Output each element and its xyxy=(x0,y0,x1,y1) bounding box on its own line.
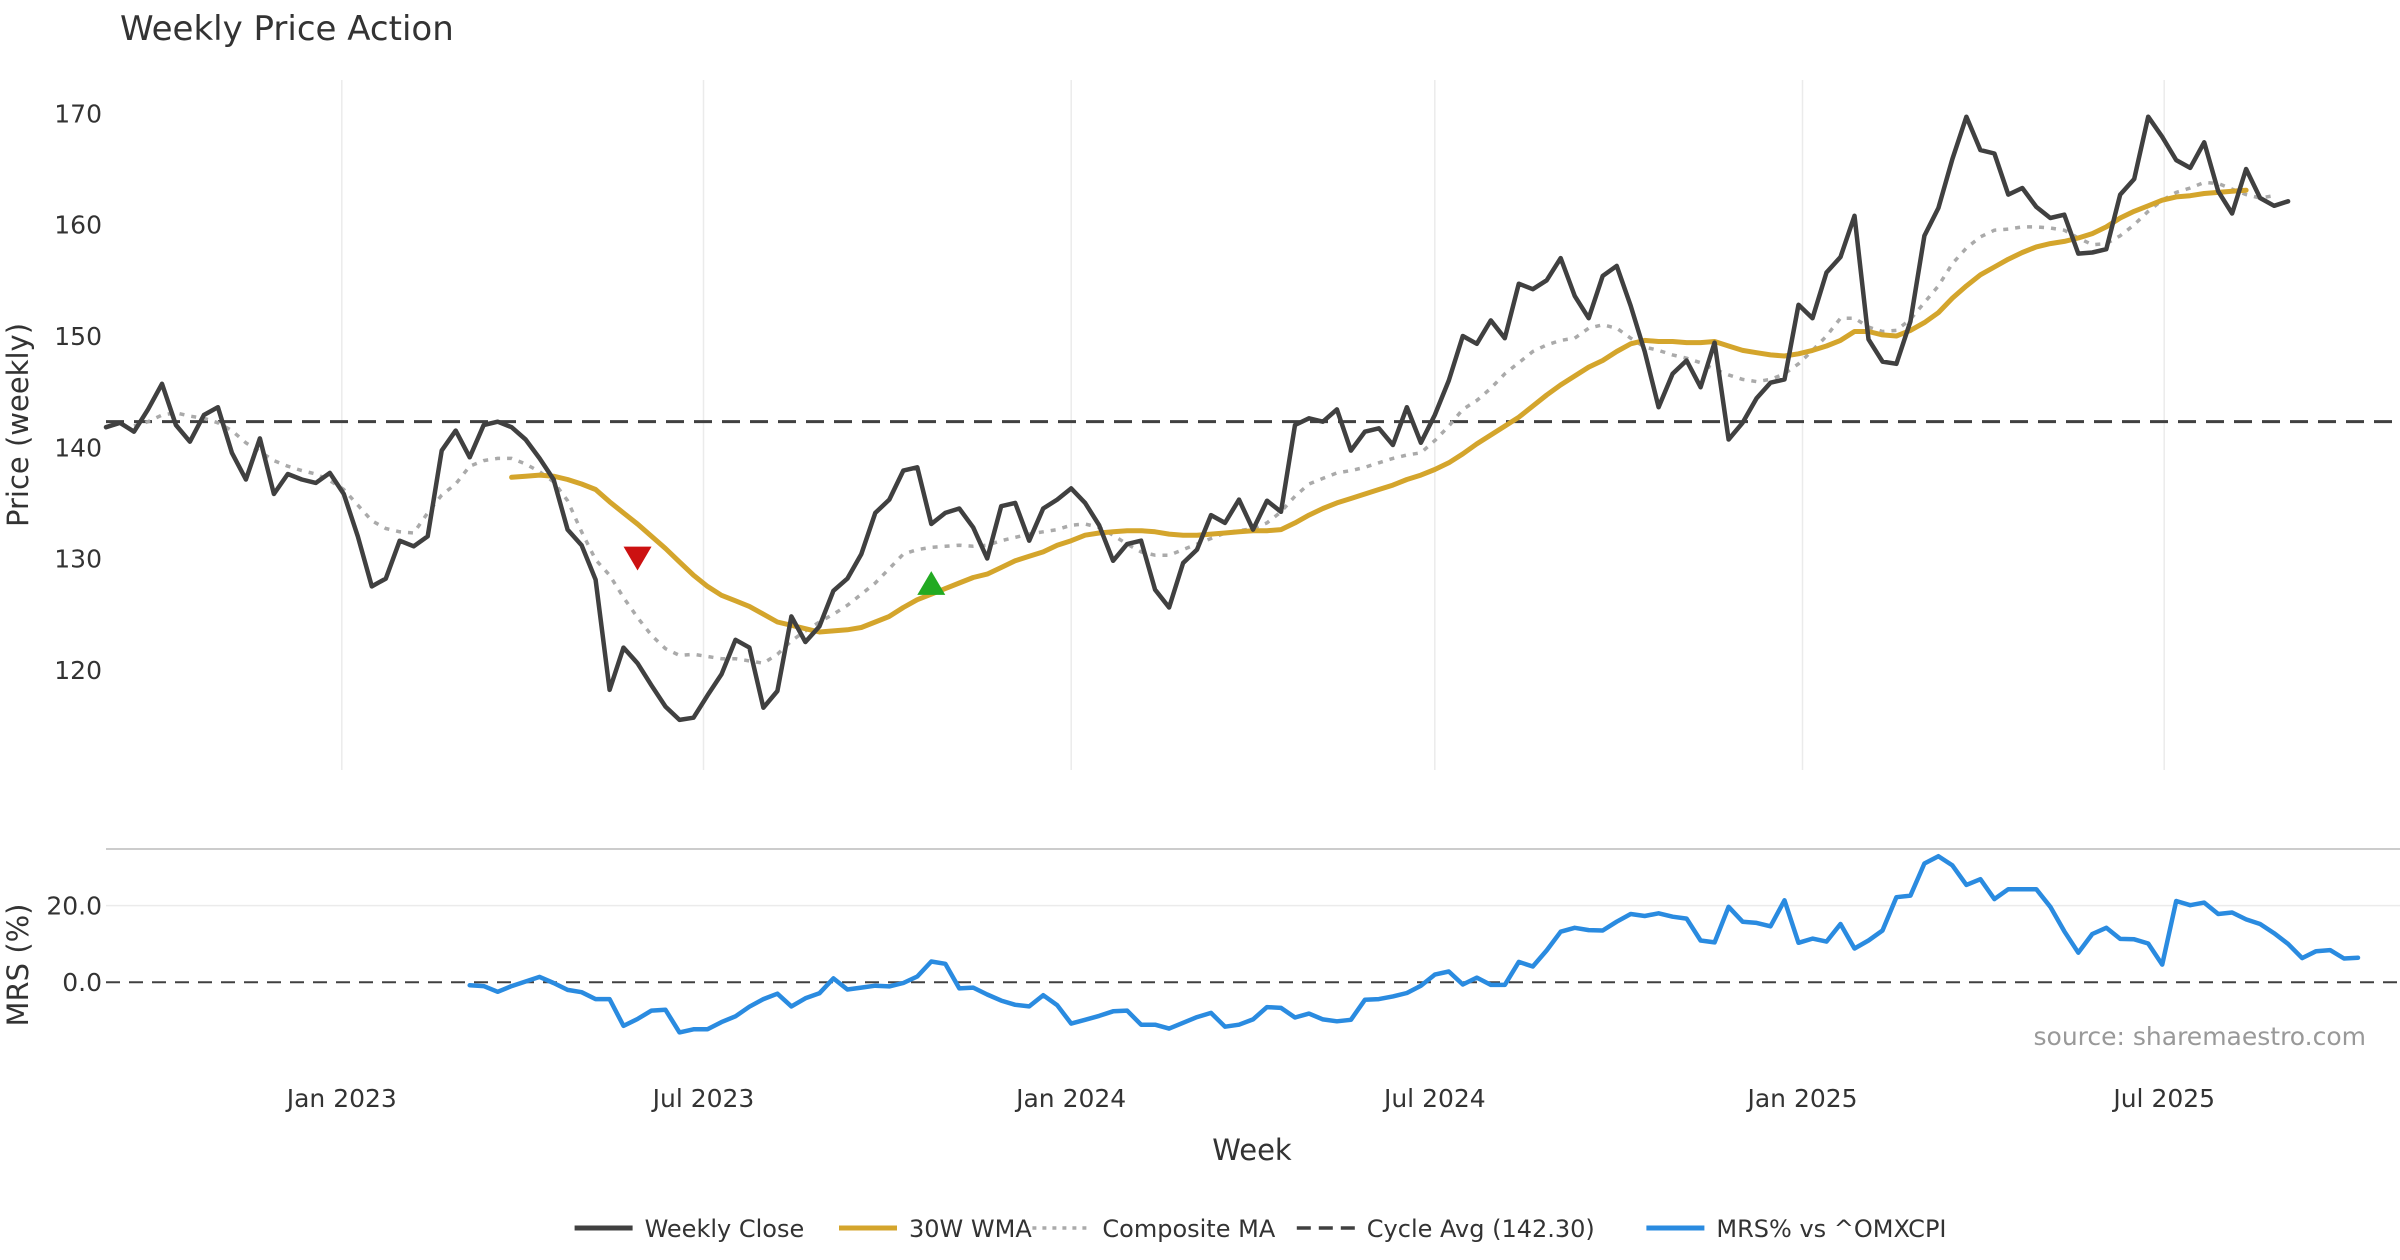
price-y-tick-label: 120 xyxy=(54,656,102,685)
x-tick-label: Jan 2024 xyxy=(1014,1084,1126,1113)
legend-label: Weekly Close xyxy=(645,1215,805,1243)
mrs-series xyxy=(467,853,2361,1035)
x-tick-label: Jan 2023 xyxy=(285,1084,397,1113)
mrs-y-axis-title: MRS (%) xyxy=(1,904,35,1027)
buy-signal-marker xyxy=(917,571,946,595)
price-y-tick-label: 170 xyxy=(54,99,102,128)
legend-label: Cycle Avg (142.30) xyxy=(1367,1215,1595,1243)
x-tick-label: Jul 2025 xyxy=(2111,1084,2215,1113)
price-y-tick-label: 150 xyxy=(54,322,102,351)
price-y-tick-label: 140 xyxy=(54,433,102,462)
price-grid xyxy=(341,80,2165,770)
legend-item: Composite MA xyxy=(1032,1215,1276,1243)
price-y-tick-label: 160 xyxy=(54,211,102,240)
legend-label: 30W WMA xyxy=(909,1215,1032,1243)
legend-item: 30W WMA xyxy=(839,1215,1032,1243)
signal-markers xyxy=(623,546,946,595)
mrs-line xyxy=(467,853,2361,1035)
sell-signal-marker xyxy=(623,546,652,571)
mrs-y-tick-label: 20.0 xyxy=(46,892,102,921)
mrs-y-ticks: 0.0 20.0 xyxy=(46,892,102,998)
price-y-ticks: 120 130 140 150 160 170 xyxy=(54,99,102,684)
source-note: source: sharemaestro.com xyxy=(2034,1022,2367,1051)
mrs-y-tick-label: 0.0 xyxy=(62,968,102,997)
legend-item: MRS% vs ^OMXCPI xyxy=(1646,1215,1947,1243)
wma-30w-line xyxy=(509,187,2249,635)
price-y-axis-title: Price (weekly) xyxy=(1,323,35,527)
weekly-close-line xyxy=(103,114,2291,723)
chart-title: Weekly Price Action xyxy=(120,9,454,49)
price-y-tick-label: 130 xyxy=(54,545,102,574)
mrs-grid xyxy=(106,904,2400,984)
legend-label: MRS% vs ^OMXCPI xyxy=(1716,1215,1946,1243)
legend-item: Cycle Avg (142.30) xyxy=(1296,1215,1595,1243)
legend-label: Composite MA xyxy=(1102,1215,1275,1243)
legend: Weekly Close 30W WMA Composite MA Cycle Avg… xyxy=(574,1215,1947,1243)
x-tick-label: Jul 2024 xyxy=(1382,1084,1486,1113)
legend-item: Weekly Close xyxy=(574,1215,805,1243)
x-tick-label: Jan 2025 xyxy=(1745,1084,1857,1113)
x-axis-title: Week xyxy=(1212,1133,1292,1167)
x-tick-label: Jul 2023 xyxy=(651,1084,755,1113)
x-axis-ticks: Jan 2023 Jul 2023 Jan 2024 Jul 2024 Jan 2025… xyxy=(285,1084,2215,1113)
price-series xyxy=(103,114,2400,723)
